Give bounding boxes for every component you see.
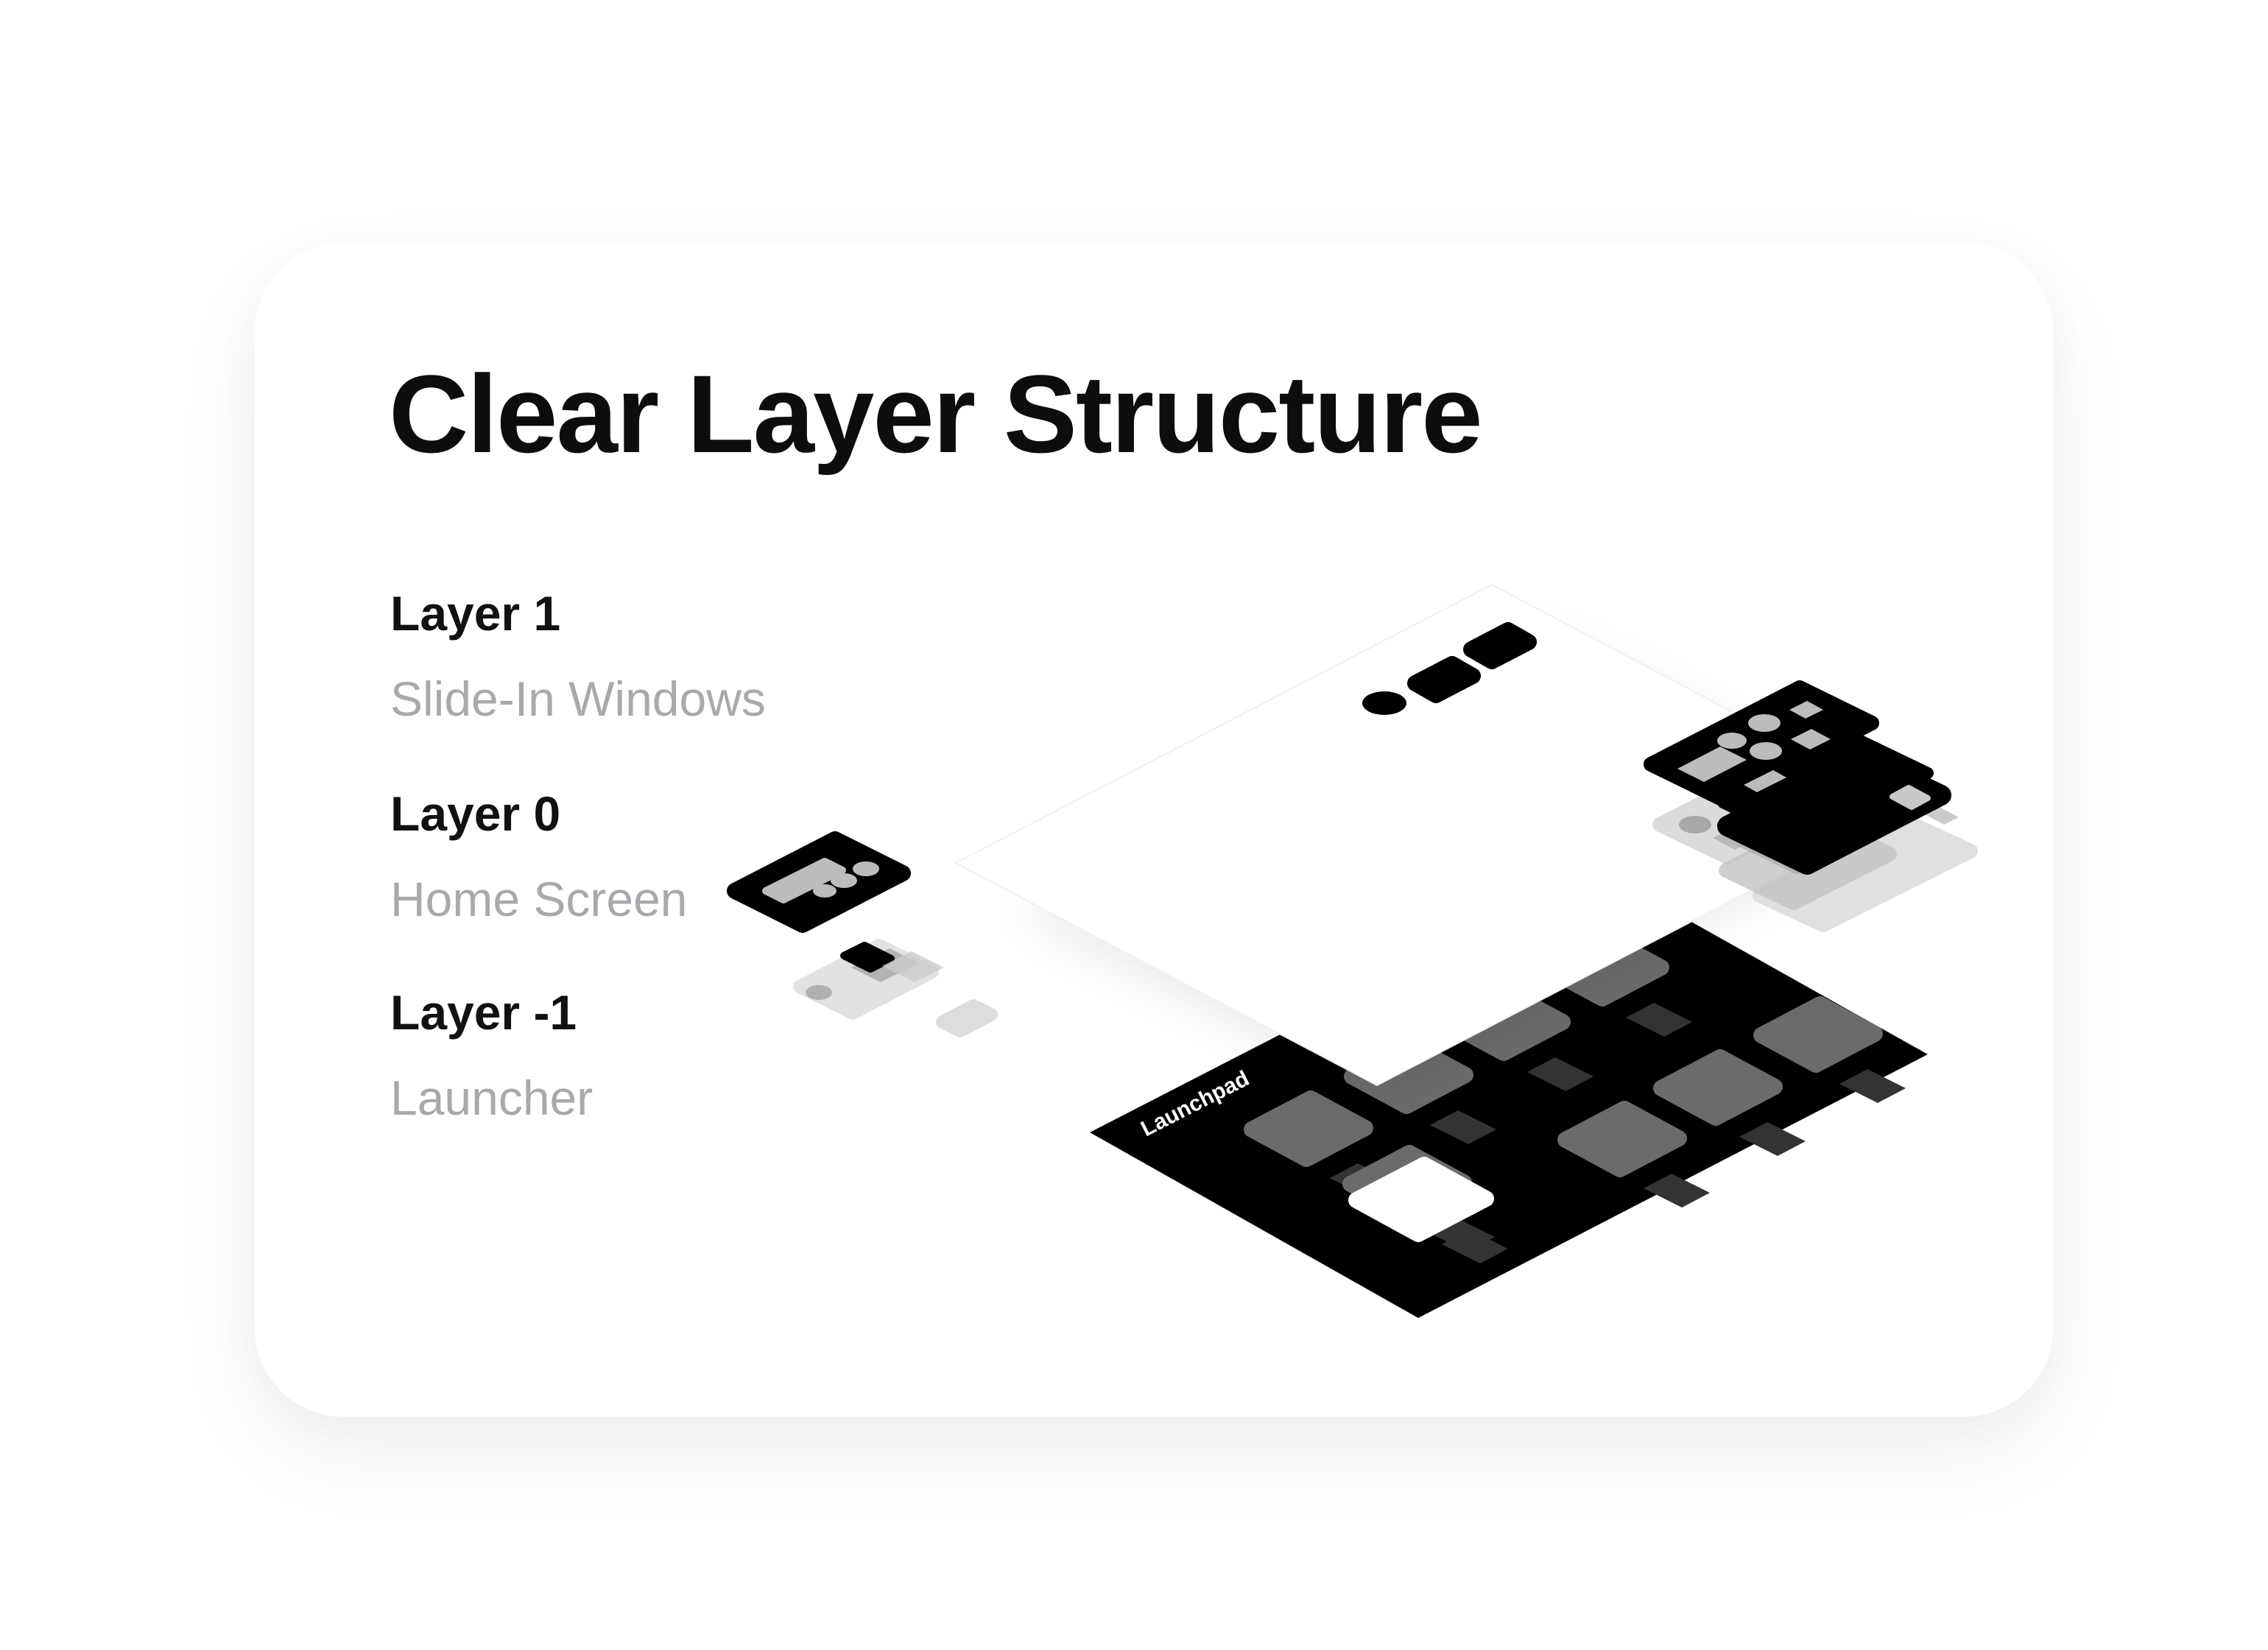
launcher-layer: Launchpad <box>1090 870 1928 1318</box>
dark-window-toggle <box>1890 785 1931 810</box>
layer-0-description: Home Screen <box>390 872 688 926</box>
app-tile-selected <box>1348 1157 1508 1263</box>
ghost-widget-black-tile <box>840 942 895 973</box>
feature-card: Clear Layer Structure Layer 1 Slide-In W… <box>255 243 2053 1417</box>
layer-item-1: Layer 1 Slide-In Windows <box>390 589 1053 723</box>
home-pill-widget-2 <box>1463 622 1537 669</box>
control-window-knob-1 <box>1717 733 1747 749</box>
app-tile-7 <box>1753 996 1906 1103</box>
layer-stack-illustration: Launchpad <box>727 583 1978 1318</box>
control-window-tile-1 <box>1791 729 1831 750</box>
home-widgets <box>1362 622 1537 715</box>
layer-1-name: Layer 1 <box>390 586 561 641</box>
ghost-widget-3 <box>882 951 944 982</box>
ghost-widget-1-dot <box>806 985 832 1000</box>
ghost-widget-4 <box>936 999 998 1037</box>
left-control-window-slider <box>762 858 846 903</box>
slide-in-windows-left <box>727 831 998 1037</box>
launcher-plane <box>1090 870 1928 1318</box>
card-title: Clear Layer Structure <box>389 352 1483 476</box>
ghost-window-3-button <box>1925 807 1959 825</box>
layer-minus-1-description: Launcher <box>390 1071 594 1125</box>
control-window-bar <box>1677 747 1747 782</box>
home-pill-widget-1 <box>1407 656 1481 703</box>
layer-1-description: Slide-In Windows <box>390 671 766 726</box>
app-tile-6 <box>1653 1049 1806 1156</box>
layer-0-name: Layer 0 <box>390 786 561 841</box>
left-control-window-knob-3 <box>813 884 837 898</box>
list-window-row-3 <box>1744 770 1786 792</box>
layer-item-minus-1: Layer -1 Launcher <box>390 988 1053 1122</box>
control-window-knob-3 <box>1748 714 1781 732</box>
left-control-window-knob-2 <box>853 861 879 876</box>
slide-in-windows-right <box>1644 680 1978 932</box>
left-control-window-knob-1 <box>831 873 857 888</box>
dark-window <box>1717 747 1951 875</box>
home-dot-widget <box>1362 691 1406 715</box>
app-tile-8 <box>1557 1101 1710 1207</box>
layer-item-0: Layer 0 Home Screen <box>390 789 1053 923</box>
control-window-knob-2 <box>1750 742 1782 760</box>
ghost-window-1-dot <box>1679 816 1711 833</box>
layer-minus-1-name: Layer -1 <box>390 985 577 1040</box>
control-window-tile-2 <box>1789 701 1823 719</box>
